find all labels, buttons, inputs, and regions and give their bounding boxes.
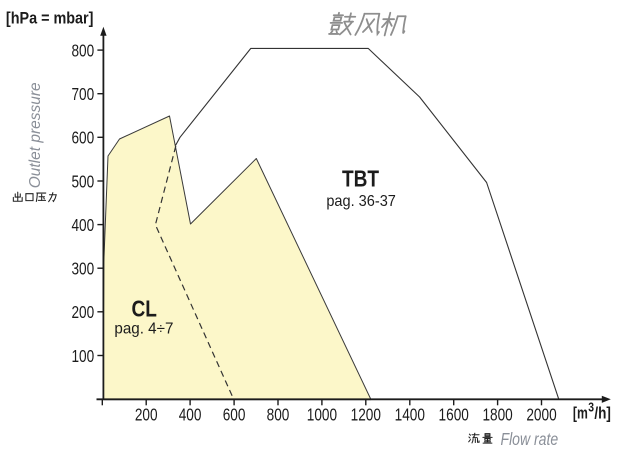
svg-text:200: 200 [71,304,94,323]
svg-text:1400: 1400 [395,406,425,425]
svg-text:TBT: TBT [342,167,379,192]
svg-text:400: 400 [179,406,202,425]
svg-text:800: 800 [267,406,290,425]
svg-text:1200: 1200 [351,406,381,425]
svg-text:1600: 1600 [439,406,469,425]
svg-text:1000: 1000 [307,406,337,425]
svg-text:pag. 36-37: pag. 36-37 [326,192,396,210]
svg-text:300: 300 [71,260,94,279]
svg-text:1800: 1800 [482,406,512,425]
svg-text:500: 500 [71,173,94,192]
svg-text:pag. 4÷7: pag. 4÷7 [114,320,173,337]
svg-text:2000: 2000 [526,406,556,425]
svg-text:600: 600 [223,406,246,425]
svg-text:[hPa = mbar]: [hPa = mbar] [6,10,94,28]
svg-text:100: 100 [71,347,94,366]
svg-text:CL: CL [131,297,157,322]
svg-text:200: 200 [135,406,158,425]
svg-text:400: 400 [71,216,94,235]
svg-text:600: 600 [71,129,94,148]
svg-text:800: 800 [71,42,94,61]
svg-text:3: 3 [588,401,594,415]
svg-text:Flow rate: Flow rate [501,429,559,449]
svg-text:700: 700 [71,85,94,104]
svg-text:[m: [m [573,405,588,423]
svg-text:Outlet pressure: Outlet pressure [27,82,44,188]
svg-text:/h]: /h] [594,404,611,423]
